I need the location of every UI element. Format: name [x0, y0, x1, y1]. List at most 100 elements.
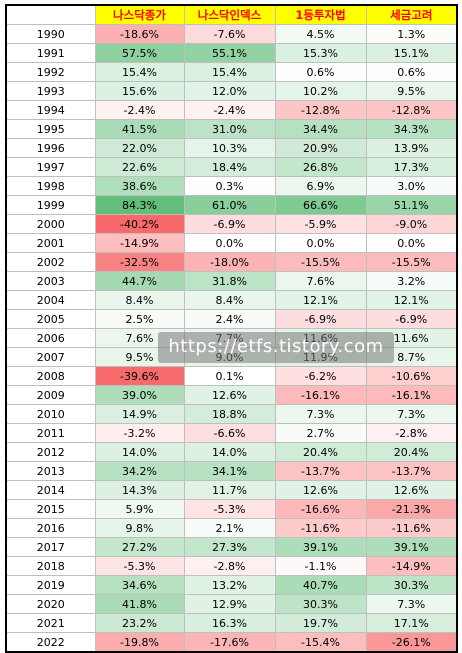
value-cell[interactable]: 15.6% — [94, 81, 185, 101]
value-cell[interactable]: 8.4% — [94, 290, 185, 310]
value-cell[interactable]: 12.6% — [365, 480, 458, 500]
year-cell[interactable]: 2015 — [5, 499, 96, 519]
value-cell[interactable]: 18.8% — [183, 404, 276, 424]
value-cell[interactable]: 0.6% — [365, 62, 458, 82]
value-cell[interactable]: 10.2% — [274, 81, 367, 101]
value-cell[interactable]: 0.6% — [274, 62, 367, 82]
value-cell[interactable]: 84.3% — [94, 195, 185, 215]
value-cell[interactable]: 10.3% — [183, 138, 276, 158]
value-cell[interactable]: -7.6% — [183, 24, 276, 44]
value-cell[interactable]: -13.7% — [274, 461, 367, 481]
value-cell[interactable]: 15.4% — [183, 62, 276, 82]
year-cell[interactable]: 1990 — [5, 24, 96, 44]
year-cell[interactable]: 2001 — [5, 233, 96, 253]
value-cell[interactable]: 7.6% — [274, 271, 367, 291]
year-cell[interactable]: 1996 — [5, 138, 96, 158]
value-cell[interactable]: -6.2% — [274, 366, 367, 386]
year-cell[interactable]: 2011 — [5, 423, 96, 443]
year-cell[interactable]: 1997 — [5, 157, 96, 177]
value-cell[interactable]: 14.3% — [94, 480, 185, 500]
value-cell[interactable]: 26.8% — [274, 157, 367, 177]
value-cell[interactable]: -5.3% — [94, 556, 185, 576]
column-header[interactable]: 세금고려 — [365, 4, 458, 25]
value-cell[interactable]: 3.0% — [365, 176, 458, 196]
value-cell[interactable]: 39.1% — [365, 537, 458, 557]
value-cell[interactable]: 61.0% — [183, 195, 276, 215]
value-cell[interactable]: 39.1% — [274, 537, 367, 557]
value-cell[interactable]: 14.9% — [94, 404, 185, 424]
year-cell[interactable]: 2013 — [5, 461, 96, 481]
value-cell[interactable]: 7.3% — [274, 404, 367, 424]
year-cell[interactable]: 2017 — [5, 537, 96, 557]
value-cell[interactable]: -10.6% — [365, 366, 458, 386]
year-cell[interactable]: 2019 — [5, 575, 96, 595]
year-cell[interactable]: 2007 — [5, 347, 96, 367]
value-cell[interactable]: 0.3% — [183, 176, 276, 196]
value-cell[interactable]: 11.7% — [183, 480, 276, 500]
value-cell[interactable]: -39.6% — [94, 366, 185, 386]
value-cell[interactable]: -6.9% — [183, 214, 276, 234]
value-cell[interactable]: -26.1% — [365, 632, 458, 653]
year-cell[interactable]: 2003 — [5, 271, 96, 291]
value-cell[interactable]: 14.0% — [94, 442, 185, 462]
year-cell[interactable]: 2008 — [5, 366, 96, 386]
value-cell[interactable]: 8.4% — [183, 290, 276, 310]
year-cell[interactable]: 1993 — [5, 81, 96, 101]
value-cell[interactable]: -11.6% — [274, 518, 367, 538]
value-cell[interactable]: -9.0% — [365, 214, 458, 234]
value-cell[interactable]: 2.1% — [183, 518, 276, 538]
year-cell[interactable]: 2014 — [5, 480, 96, 500]
value-cell[interactable]: 0.0% — [365, 233, 458, 253]
year-cell[interactable]: 2006 — [5, 328, 96, 348]
value-cell[interactable]: 41.8% — [94, 594, 185, 614]
value-cell[interactable]: -12.8% — [365, 100, 458, 120]
value-cell[interactable]: 2.5% — [94, 309, 185, 329]
value-cell[interactable]: -32.5% — [94, 252, 185, 272]
value-cell[interactable]: 0.1% — [183, 366, 276, 386]
value-cell[interactable]: 55.1% — [183, 43, 276, 63]
year-cell[interactable]: 2012 — [5, 442, 96, 462]
value-cell[interactable]: 22.0% — [94, 138, 185, 158]
value-cell[interactable]: -18.6% — [94, 24, 185, 44]
value-cell[interactable]: 15.3% — [274, 43, 367, 63]
value-cell[interactable]: -40.2% — [94, 214, 185, 234]
value-cell[interactable]: 1.3% — [365, 24, 458, 44]
value-cell[interactable]: 20.4% — [365, 442, 458, 462]
year-cell[interactable]: 1992 — [5, 62, 96, 82]
value-cell[interactable]: 15.1% — [365, 43, 458, 63]
year-cell[interactable]: 1991 — [5, 43, 96, 63]
value-cell[interactable]: -2.4% — [183, 100, 276, 120]
value-cell[interactable]: -17.6% — [183, 632, 276, 653]
value-cell[interactable]: 41.5% — [94, 119, 185, 139]
year-cell[interactable]: 2005 — [5, 309, 96, 329]
value-cell[interactable]: 4.5% — [274, 24, 367, 44]
value-cell[interactable]: -5.3% — [183, 499, 276, 519]
year-cell[interactable]: 2002 — [5, 252, 96, 272]
value-cell[interactable]: -2.8% — [365, 423, 458, 443]
year-cell[interactable]: 2000 — [5, 214, 96, 234]
value-cell[interactable]: 2.4% — [183, 309, 276, 329]
value-cell[interactable]: 17.1% — [365, 613, 458, 633]
value-cell[interactable]: -6.9% — [274, 309, 367, 329]
value-cell[interactable]: 31.0% — [183, 119, 276, 139]
value-cell[interactable]: 66.6% — [274, 195, 367, 215]
value-cell[interactable]: 18.4% — [183, 157, 276, 177]
value-cell[interactable]: -16.6% — [274, 499, 367, 519]
value-cell[interactable]: 14.0% — [183, 442, 276, 462]
value-cell[interactable]: -2.4% — [94, 100, 185, 120]
year-cell[interactable]: 2021 — [5, 613, 96, 633]
value-cell[interactable]: -18.0% — [183, 252, 276, 272]
value-cell[interactable]: 16.3% — [183, 613, 276, 633]
value-cell[interactable]: 12.6% — [183, 385, 276, 405]
value-cell[interactable]: 0.0% — [183, 233, 276, 253]
value-cell[interactable]: 12.1% — [274, 290, 367, 310]
column-header[interactable]: 1등투자법 — [274, 4, 367, 25]
value-cell[interactable]: 34.4% — [274, 119, 367, 139]
year-cell[interactable]: 1995 — [5, 119, 96, 139]
value-cell[interactable]: -2.8% — [183, 556, 276, 576]
value-cell[interactable]: 5.9% — [94, 499, 185, 519]
value-cell[interactable]: 51.1% — [365, 195, 458, 215]
value-cell[interactable]: -3.2% — [94, 423, 185, 443]
value-cell[interactable]: -13.7% — [365, 461, 458, 481]
value-cell[interactable]: 30.3% — [365, 575, 458, 595]
